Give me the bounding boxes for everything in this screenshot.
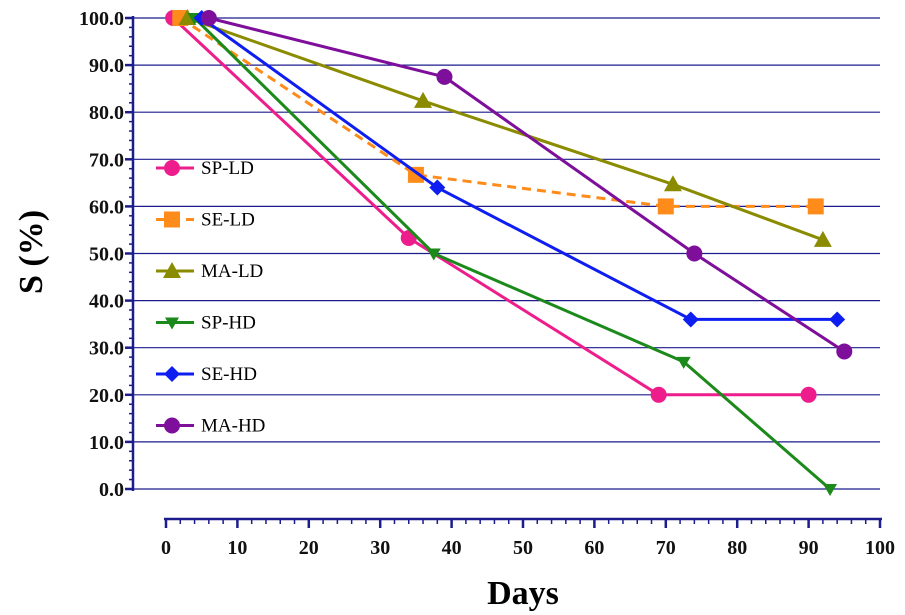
y-tick-label: 0.0 [99, 479, 124, 501]
x-axis-label: Days [487, 575, 559, 612]
data-point-ma-ld [178, 9, 197, 25]
x-tick-label: 50 [513, 537, 533, 559]
data-point-se-hd [429, 179, 446, 196]
y-tick-label: 30.0 [89, 338, 124, 360]
x-tick-label: 60 [584, 537, 604, 559]
series-line-sp-ld [172, 16, 809, 397]
x-tick-label: 80 [727, 537, 747, 559]
y-tick-label: 90.0 [89, 55, 124, 77]
series-se-hd [193, 10, 846, 328]
axes: 0.0 10.0 20.0 30.0 40.0 50.0 60.0 70.0 80.0 90.0 1… [79, 8, 895, 559]
data-point-sp-hd [676, 356, 691, 369]
data-point-ma-hd [436, 68, 453, 85]
series-line-sp-hd [193, 16, 831, 491]
series-layer [165, 9, 853, 496]
x-tick-label: 0 [161, 537, 171, 559]
data-point-se-ld [657, 198, 674, 215]
series-se-ld [172, 10, 824, 215]
x-tick-label: 10 [227, 537, 247, 559]
y-tick-label: 60.0 [89, 196, 124, 218]
y-axis-label: S (%) [13, 210, 50, 294]
series-line-se-hd [200, 16, 838, 321]
data-point-ma-hd [836, 343, 853, 360]
y-tick-label: 80.0 [89, 102, 124, 124]
x-tick-label: 100 [865, 537, 895, 559]
legend-label: MA-HD [201, 416, 265, 437]
legend-item-ma-hd: MA-HD [156, 416, 265, 437]
y-tick-label: 50.0 [89, 244, 124, 266]
data-point-ma-ld [813, 230, 832, 247]
y-tick-label: 20.0 [89, 385, 124, 407]
legend: SP-LD SE-LD MA-LD SP-HD SE-HD MA-HD [156, 158, 265, 437]
legend-label: SP-HD [201, 313, 256, 334]
data-point-ma-ld [414, 91, 433, 108]
data-point-ma-hd [686, 245, 703, 262]
x-tick-label: 90 [799, 537, 819, 559]
legend-item-sp-hd: SP-HD [156, 313, 256, 334]
legend-label: SE-LD [201, 210, 255, 231]
series-line-ma-hd [208, 16, 846, 353]
y-tick-label: 40.0 [89, 291, 124, 313]
x-tick-label: 30 [370, 537, 390, 559]
legend-marker [165, 317, 179, 330]
x-tick-label: 40 [442, 537, 462, 559]
x-tick-label: 20 [299, 537, 319, 559]
legend-item-se-ld: SE-LD [156, 210, 255, 231]
legend-item-sp-ld: SP-LD [156, 158, 254, 179]
series-line-ma-ld [186, 16, 824, 242]
data-point-sp-ld [650, 386, 667, 403]
legend-marker [163, 262, 181, 278]
data-point-se-hd [829, 311, 846, 328]
y-tick-label: 70.0 [89, 149, 124, 171]
data-point-se-ld [807, 198, 824, 215]
legend-marker [164, 211, 180, 228]
data-point-sp-hd [823, 484, 838, 496]
y-tick-label: 100.0 [79, 8, 124, 30]
series-sp-hd [187, 13, 838, 496]
data-point-sp-hd [426, 248, 441, 261]
y-tick-label: 10.0 [89, 432, 124, 454]
legend-marker [164, 160, 180, 176]
legend-marker [164, 366, 180, 382]
legend-marker [164, 417, 180, 434]
data-point-ma-hd [200, 10, 217, 26]
series-line-se-ld [179, 16, 816, 208]
legend-label: SP-LD [201, 158, 254, 179]
data-point-ma-ld [663, 175, 682, 192]
series-ma-ld [178, 9, 832, 247]
legend-item-se-hd: SE-HD [156, 364, 257, 385]
x-tick-label: 70 [656, 537, 676, 559]
data-point-se-hd [682, 311, 699, 328]
legend-label: MA-LD [201, 261, 263, 282]
series-ma-hd [200, 10, 853, 360]
legend-label: SE-HD [201, 364, 257, 385]
data-point-sp-ld [800, 386, 817, 403]
legend-item-ma-ld: MA-LD [156, 261, 263, 282]
